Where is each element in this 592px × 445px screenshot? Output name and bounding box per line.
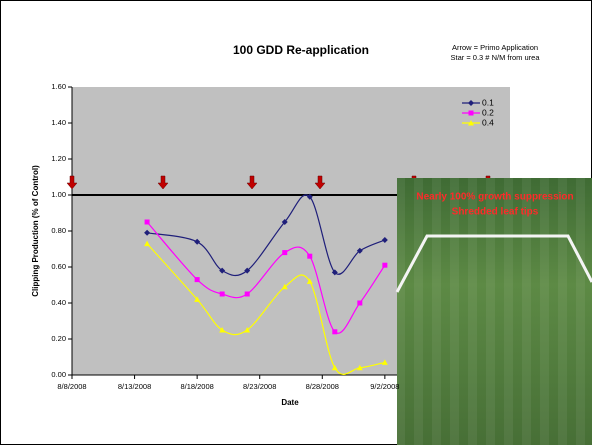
legend-label: 0.4 bbox=[482, 117, 494, 127]
marker bbox=[195, 277, 200, 282]
marker bbox=[245, 292, 250, 297]
y-tick-label: 0.80 bbox=[51, 226, 66, 235]
photo-caption: Shredded leaf tips bbox=[452, 207, 539, 218]
y-tick-label: 1.00 bbox=[51, 190, 66, 199]
y-tick-label: 0.20 bbox=[51, 334, 66, 343]
x-tick-label: 8/28/2008 bbox=[306, 382, 339, 391]
marker bbox=[382, 263, 387, 268]
y-tick-label: 0.00 bbox=[51, 370, 66, 379]
annotation: Arrow = Primo Application bbox=[452, 43, 538, 52]
marker bbox=[307, 254, 312, 259]
x-tick-label: 8/13/2008 bbox=[118, 382, 151, 391]
legend-label: 0.2 bbox=[482, 107, 494, 117]
x-tick-label: 9/2/2008 bbox=[370, 382, 399, 391]
photo-caption: Nearly 100% growth suppression bbox=[416, 192, 573, 203]
legend-label: 0.1 bbox=[482, 97, 494, 107]
y-tick-label: 1.20 bbox=[51, 154, 66, 163]
marker bbox=[357, 301, 362, 306]
marker bbox=[469, 111, 474, 116]
marker bbox=[220, 292, 225, 297]
marker bbox=[332, 329, 337, 334]
marker bbox=[282, 250, 287, 255]
photo: Nearly 100% growth suppression Shredded … bbox=[397, 178, 592, 445]
x-tick-label: 8/8/2008 bbox=[57, 382, 86, 391]
marker bbox=[145, 220, 150, 225]
slide: 100 GDD Re-application Arrow = Primo App… bbox=[0, 0, 592, 445]
photo-texture bbox=[397, 178, 592, 445]
x-tick-label: 8/18/2008 bbox=[180, 382, 213, 391]
y-tick-label: 1.60 bbox=[51, 82, 66, 91]
chart-title: 100 GDD Re-application bbox=[233, 43, 369, 57]
x-axis-title: Date bbox=[281, 398, 299, 407]
y-tick-label: 1.40 bbox=[51, 118, 66, 127]
annotation: Star = 0.3 # N/M from urea bbox=[451, 53, 541, 62]
x-tick-label: 8/23/2008 bbox=[243, 382, 276, 391]
y-tick-label: 0.60 bbox=[51, 262, 66, 271]
y-tick-label: 0.40 bbox=[51, 298, 66, 307]
y-axis-title: Clipping Production (% of Control) bbox=[31, 165, 40, 297]
